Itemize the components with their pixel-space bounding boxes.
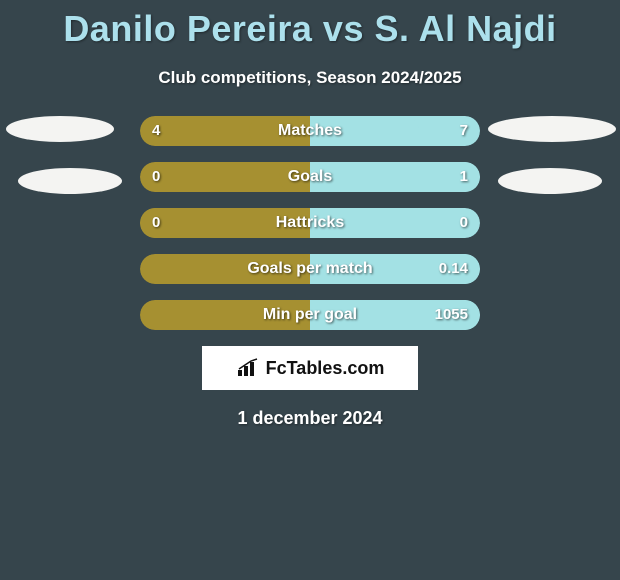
metric-right-value: 1055 bbox=[423, 300, 480, 330]
metric-left-fill bbox=[279, 162, 310, 192]
subtitle: Club competitions, Season 2024/2025 bbox=[0, 68, 620, 88]
metric-right-value: 1 bbox=[448, 162, 480, 192]
comparison-chart: 47Matches01Goals00Hattricks0.14Goals per… bbox=[0, 116, 620, 330]
metric-left-value: 0 bbox=[140, 208, 172, 238]
metric-left-base bbox=[140, 300, 310, 330]
metric-row: 47Matches bbox=[140, 116, 480, 146]
datestamp: 1 december 2024 bbox=[0, 408, 620, 429]
branding-badge: FcTables.com bbox=[202, 346, 418, 390]
metric-left-value bbox=[140, 300, 164, 330]
metric-right-value: 0.14 bbox=[427, 254, 480, 284]
metric-left-fill bbox=[249, 116, 310, 146]
metric-right-value: 0 bbox=[448, 208, 480, 238]
page-title: Danilo Pereira vs S. Al Najdi bbox=[0, 0, 620, 50]
metric-row: 1055Min per goal bbox=[140, 300, 480, 330]
team-logo-placeholder bbox=[18, 168, 122, 194]
branding-text: FcTables.com bbox=[266, 358, 385, 379]
metric-right-value: 7 bbox=[448, 116, 480, 146]
metric-row: 00Hattricks bbox=[140, 208, 480, 238]
team-logo-placeholder bbox=[488, 116, 616, 142]
team-logo-placeholder bbox=[498, 168, 602, 194]
metric-left-base bbox=[140, 254, 310, 284]
bars-icon bbox=[236, 358, 260, 378]
team-logo-placeholder bbox=[6, 116, 114, 142]
metric-row: 01Goals bbox=[140, 162, 480, 192]
metric-row: 0.14Goals per match bbox=[140, 254, 480, 284]
metric-left-value: 0 bbox=[140, 162, 172, 192]
metric-right-fill bbox=[310, 116, 419, 146]
metric-left-value bbox=[140, 254, 164, 284]
metric-left-value: 4 bbox=[140, 116, 172, 146]
